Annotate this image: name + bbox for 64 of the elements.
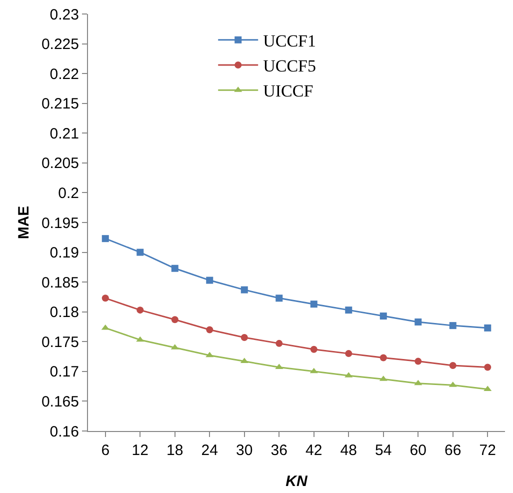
- point: [206, 352, 214, 358]
- y-tick-label: 0.2: [58, 184, 79, 202]
- point: [206, 326, 214, 334]
- point: [414, 380, 422, 386]
- point: [484, 386, 492, 392]
- point: [275, 364, 284, 370]
- point: [484, 364, 492, 371]
- y-tick-label: 0.225: [41, 36, 79, 54]
- point: [345, 306, 352, 314]
- x-tick-label: 18: [166, 442, 184, 459]
- y-tick-label: 0.205: [41, 155, 79, 172]
- x-tick-label: 30: [236, 442, 253, 459]
- y-tick-label: 0.215: [41, 96, 79, 113]
- x-tick-label: 6: [101, 442, 110, 459]
- y-tick-label: 0.21: [50, 125, 79, 142]
- x-tick-label: 36: [270, 442, 288, 459]
- y-tick-label: 0.165: [41, 393, 79, 410]
- point: [171, 316, 178, 324]
- point: [380, 354, 387, 362]
- point: [276, 294, 283, 302]
- x-tick-label: 42: [306, 442, 322, 459]
- point: [310, 368, 318, 374]
- y-tick-label: 0.195: [41, 214, 79, 232]
- point: [136, 306, 144, 314]
- point: [310, 346, 318, 353]
- legend-label: UCCF5: [263, 56, 316, 76]
- point: [240, 358, 248, 364]
- point: [310, 300, 318, 308]
- x-tick-label: 48: [340, 442, 357, 459]
- point: [240, 286, 248, 294]
- point: [101, 324, 110, 330]
- point: [240, 334, 248, 341]
- point: [449, 362, 456, 369]
- legend-label: UICCF: [263, 82, 314, 101]
- point: [414, 318, 422, 326]
- point: [380, 312, 387, 320]
- y-tick-label: 0.185: [41, 274, 79, 292]
- y-tick-label: 0.18: [50, 304, 79, 322]
- x-tick-label: 24: [201, 442, 218, 459]
- legend-label: UCCF1: [263, 32, 316, 51]
- y-tick-label: 0.175: [41, 334, 79, 351]
- point: [136, 248, 144, 256]
- point: [102, 235, 109, 242]
- y-tick-label: 0.16: [50, 423, 79, 440]
- point: [484, 324, 492, 332]
- point: [171, 264, 178, 272]
- y-tick-label: 0.19: [50, 244, 79, 262]
- y-tick-label: 0.22: [50, 66, 79, 83]
- y-tick-label: 0.17: [50, 364, 79, 381]
- x-tick-label: 60: [410, 442, 426, 459]
- point: [136, 336, 144, 342]
- x-tick-label: 66: [444, 442, 462, 459]
- point: [414, 358, 422, 365]
- x-tick-label: 54: [375, 442, 392, 459]
- point: [345, 350, 352, 358]
- point: [102, 294, 109, 302]
- point: [276, 340, 283, 347]
- y-tick-label: 0.23: [50, 6, 79, 24]
- x-tick-label: 72: [479, 442, 496, 459]
- x-axis-title: KN: [286, 473, 308, 490]
- point: [206, 276, 214, 284]
- point: [449, 322, 456, 330]
- y-axis-title: MAE: [16, 206, 33, 240]
- x-tick-label: 12: [132, 442, 148, 459]
